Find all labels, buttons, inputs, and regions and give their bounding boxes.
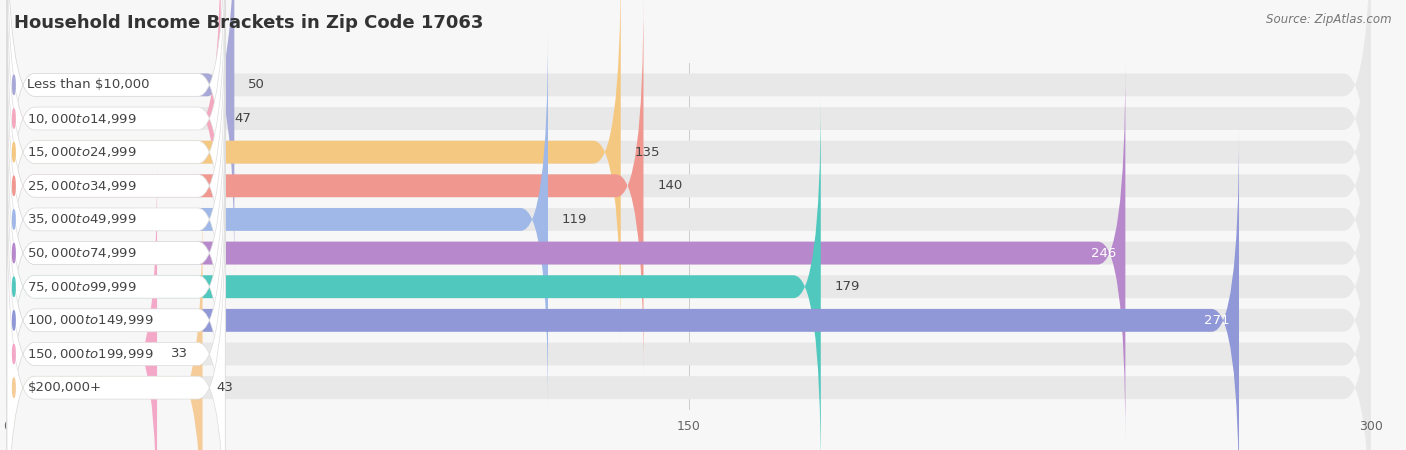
- Circle shape: [13, 311, 15, 330]
- Text: $150,000 to $199,999: $150,000 to $199,999: [28, 347, 155, 361]
- Text: 179: 179: [834, 280, 860, 293]
- FancyBboxPatch shape: [7, 0, 225, 309]
- Text: Less than $10,000: Less than $10,000: [28, 78, 150, 91]
- FancyBboxPatch shape: [7, 96, 225, 450]
- Text: $25,000 to $34,999: $25,000 to $34,999: [28, 179, 138, 193]
- FancyBboxPatch shape: [7, 29, 225, 410]
- FancyBboxPatch shape: [7, 0, 1371, 275]
- Text: $200,000+: $200,000+: [28, 381, 101, 394]
- Circle shape: [13, 210, 15, 229]
- Circle shape: [13, 176, 15, 195]
- FancyBboxPatch shape: [7, 164, 225, 450]
- FancyBboxPatch shape: [7, 164, 1371, 450]
- Text: $100,000 to $149,999: $100,000 to $149,999: [28, 313, 155, 327]
- Text: 119: 119: [561, 213, 588, 226]
- Circle shape: [13, 109, 15, 128]
- Text: $50,000 to $74,999: $50,000 to $74,999: [28, 246, 138, 260]
- Text: 246: 246: [1091, 247, 1116, 260]
- Text: Source: ZipAtlas.com: Source: ZipAtlas.com: [1267, 14, 1392, 27]
- FancyBboxPatch shape: [7, 197, 1371, 450]
- FancyBboxPatch shape: [7, 63, 225, 444]
- FancyBboxPatch shape: [7, 130, 225, 450]
- FancyBboxPatch shape: [7, 63, 1371, 444]
- FancyBboxPatch shape: [7, 130, 1371, 450]
- Text: 33: 33: [170, 347, 187, 360]
- Text: 135: 135: [634, 146, 659, 159]
- FancyBboxPatch shape: [7, 0, 1371, 342]
- FancyBboxPatch shape: [7, 197, 202, 450]
- Text: $10,000 to $14,999: $10,000 to $14,999: [28, 112, 138, 126]
- FancyBboxPatch shape: [7, 0, 620, 342]
- Circle shape: [13, 378, 15, 397]
- Text: 43: 43: [217, 381, 233, 394]
- Circle shape: [13, 344, 15, 364]
- FancyBboxPatch shape: [7, 29, 1371, 410]
- FancyBboxPatch shape: [7, 0, 225, 342]
- FancyBboxPatch shape: [7, 96, 821, 450]
- Circle shape: [13, 277, 15, 296]
- Text: $75,000 to $99,999: $75,000 to $99,999: [28, 280, 138, 294]
- Text: 50: 50: [247, 78, 264, 91]
- FancyBboxPatch shape: [7, 0, 225, 275]
- Circle shape: [13, 75, 15, 94]
- Text: $35,000 to $49,999: $35,000 to $49,999: [28, 212, 138, 226]
- Text: 140: 140: [657, 179, 682, 192]
- FancyBboxPatch shape: [7, 197, 225, 450]
- Text: Household Income Brackets in Zip Code 17063: Household Income Brackets in Zip Code 17…: [14, 14, 484, 32]
- FancyBboxPatch shape: [7, 0, 1371, 309]
- FancyBboxPatch shape: [7, 0, 235, 275]
- FancyBboxPatch shape: [7, 0, 1371, 376]
- FancyBboxPatch shape: [7, 0, 221, 309]
- Circle shape: [13, 243, 15, 263]
- Circle shape: [13, 143, 15, 162]
- FancyBboxPatch shape: [7, 164, 157, 450]
- Text: 47: 47: [235, 112, 252, 125]
- FancyBboxPatch shape: [7, 0, 644, 376]
- FancyBboxPatch shape: [7, 130, 1239, 450]
- Text: 271: 271: [1205, 314, 1230, 327]
- FancyBboxPatch shape: [7, 63, 1125, 444]
- Text: $15,000 to $24,999: $15,000 to $24,999: [28, 145, 138, 159]
- FancyBboxPatch shape: [7, 96, 1371, 450]
- FancyBboxPatch shape: [7, 29, 548, 410]
- FancyBboxPatch shape: [7, 0, 225, 376]
